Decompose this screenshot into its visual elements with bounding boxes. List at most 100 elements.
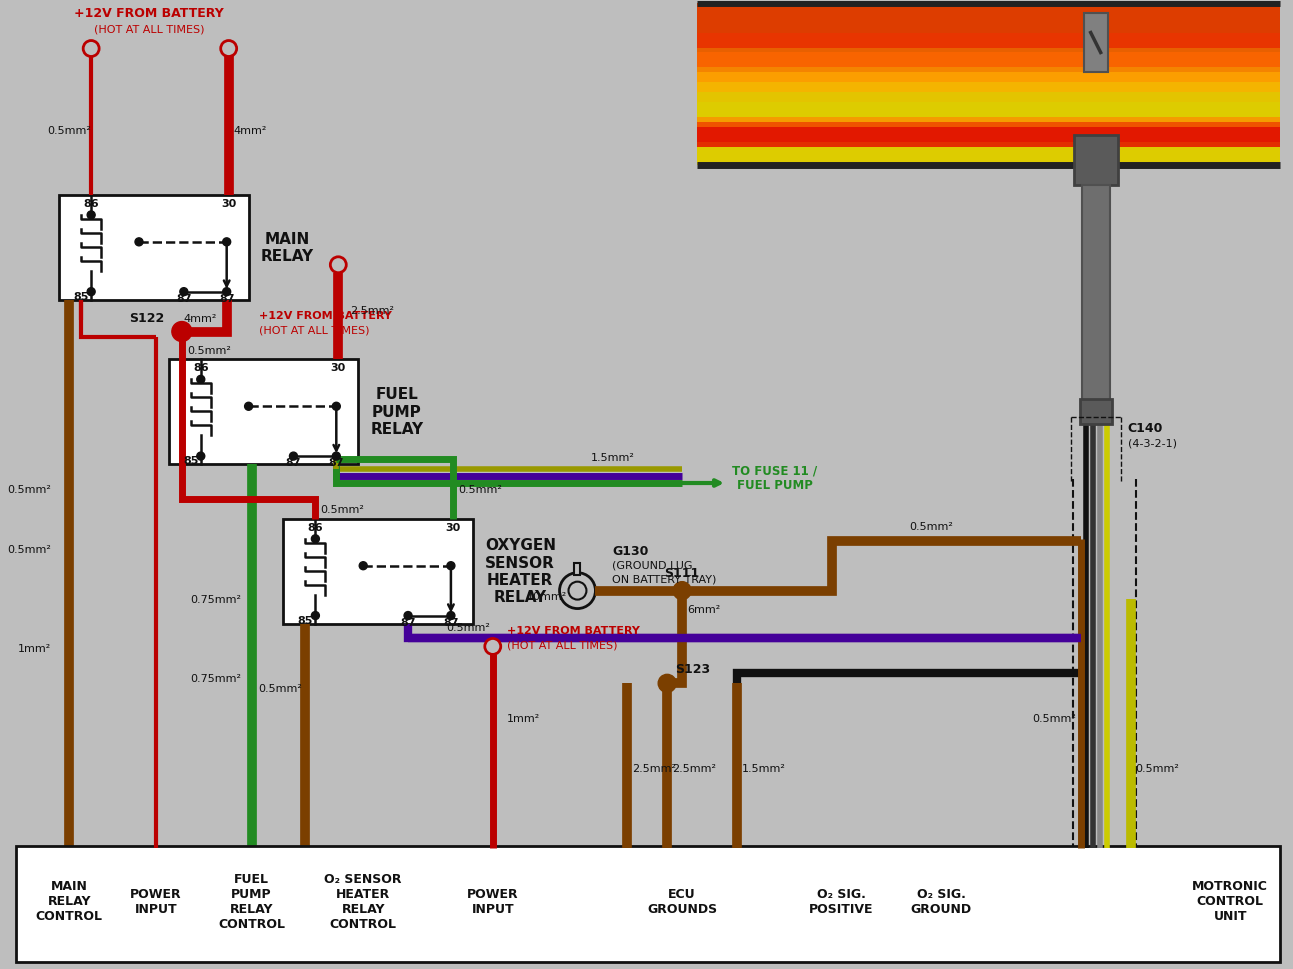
Text: 0.5mm²: 0.5mm² <box>458 484 502 494</box>
Text: (GROUND LUG: (GROUND LUG <box>613 560 693 570</box>
Text: O₂ SIG.
GROUND: O₂ SIG. GROUND <box>910 887 972 915</box>
Circle shape <box>87 289 96 297</box>
Text: ON BATTERY TRAY): ON BATTERY TRAY) <box>613 574 716 584</box>
Circle shape <box>447 612 455 620</box>
Text: 86: 86 <box>193 363 208 373</box>
Text: POWER
INPUT: POWER INPUT <box>467 887 518 915</box>
Circle shape <box>330 258 347 273</box>
Circle shape <box>560 573 595 609</box>
Text: 0.75mm²: 0.75mm² <box>190 594 242 604</box>
Circle shape <box>569 582 587 600</box>
Text: 0.5mm²: 0.5mm² <box>321 505 365 515</box>
Text: 0.5mm²: 0.5mm² <box>186 346 230 356</box>
Text: 87: 87 <box>443 617 459 627</box>
Text: 0.5mm²: 0.5mm² <box>8 484 52 494</box>
Bar <box>697 93 1280 128</box>
Text: O₂ SIG.
POSITIVE: O₂ SIG. POSITIVE <box>809 887 874 915</box>
Text: 85: 85 <box>74 292 89 301</box>
Text: +12V FROM BATTERY: +12V FROM BATTERY <box>74 7 224 20</box>
Circle shape <box>244 403 252 411</box>
Text: TO FUSE 11 /
FUEL PUMP: TO FUSE 11 / FUEL PUMP <box>732 463 817 491</box>
Circle shape <box>180 289 187 297</box>
Text: ECU
GROUNDS: ECU GROUNDS <box>646 887 718 915</box>
Bar <box>697 53 1280 83</box>
Text: 0.5mm²: 0.5mm² <box>259 683 303 694</box>
Circle shape <box>485 639 500 655</box>
Text: 87: 87 <box>328 457 344 468</box>
Bar <box>697 34 1280 69</box>
Circle shape <box>87 211 96 220</box>
Text: (4-3-2-1): (4-3-2-1) <box>1127 438 1177 448</box>
Bar <box>169 360 358 464</box>
Circle shape <box>359 562 367 570</box>
Text: O₂ SENSOR
HEATER
RELAY
CONTROL: O₂ SENSOR HEATER RELAY CONTROL <box>325 872 402 929</box>
Circle shape <box>222 289 230 297</box>
Text: (HOT AT ALL TIMES): (HOT AT ALL TIMES) <box>259 326 369 335</box>
Bar <box>697 4 1280 166</box>
Text: +12V FROM BATTERY: +12V FROM BATTERY <box>507 626 640 636</box>
Text: S111: S111 <box>665 567 700 579</box>
Bar <box>59 196 248 300</box>
Text: 85: 85 <box>297 615 313 625</box>
Circle shape <box>447 562 455 570</box>
Text: 86: 86 <box>83 199 100 208</box>
Text: MOTRONIC
CONTROL
UNIT: MOTRONIC CONTROL UNIT <box>1192 879 1268 922</box>
Text: C140: C140 <box>1127 422 1162 434</box>
Circle shape <box>222 238 230 246</box>
Bar <box>1073 136 1117 186</box>
Bar <box>697 4 1280 48</box>
Text: 85: 85 <box>184 455 199 465</box>
Circle shape <box>221 42 237 57</box>
Bar <box>17 846 1280 962</box>
Circle shape <box>290 453 297 460</box>
Text: 87: 87 <box>401 617 416 627</box>
Circle shape <box>197 453 204 460</box>
Text: OXYGEN
SENSOR
HEATER
RELAY: OXYGEN SENSOR HEATER RELAY <box>485 538 556 605</box>
Text: FUEL
PUMP
RELAY
CONTROL: FUEL PUMP RELAY CONTROL <box>219 872 284 929</box>
Text: 86: 86 <box>308 522 323 532</box>
Bar <box>1080 400 1112 424</box>
Text: 2.5mm²: 2.5mm² <box>672 764 716 773</box>
Text: 4mm²: 4mm² <box>184 313 216 324</box>
Text: 1.5mm²: 1.5mm² <box>742 764 786 773</box>
Text: 87: 87 <box>176 294 191 303</box>
Text: POWER
INPUT: POWER INPUT <box>131 887 182 915</box>
Circle shape <box>674 582 690 600</box>
Text: 0.75mm²: 0.75mm² <box>190 673 242 683</box>
Text: 87: 87 <box>286 457 301 468</box>
Bar <box>574 563 581 575</box>
Circle shape <box>405 612 412 620</box>
Circle shape <box>332 403 340 411</box>
Text: 6mm²: 6mm² <box>687 604 720 614</box>
Text: 0.5mm²: 0.5mm² <box>1032 713 1076 724</box>
Text: 1.5mm²: 1.5mm² <box>591 453 635 462</box>
Text: 0.5mm²: 0.5mm² <box>1135 764 1179 773</box>
Text: 0.5mm²: 0.5mm² <box>446 622 490 632</box>
Circle shape <box>197 376 204 384</box>
Text: 1mm²: 1mm² <box>507 713 540 724</box>
Text: 2.5mm²: 2.5mm² <box>350 305 394 315</box>
Text: 87: 87 <box>219 294 234 303</box>
Text: 10mm²: 10mm² <box>528 591 568 601</box>
Text: 30: 30 <box>445 522 460 532</box>
Text: 4mm²: 4mm² <box>234 126 268 136</box>
Text: 30: 30 <box>221 199 237 208</box>
Text: MAIN
RELAY: MAIN RELAY <box>261 232 314 264</box>
Text: 0.5mm²: 0.5mm² <box>909 521 953 531</box>
Bar <box>697 123 1280 143</box>
Text: (HOT AT ALL TIMES): (HOT AT ALL TIMES) <box>507 640 617 650</box>
Bar <box>697 128 1280 148</box>
Text: 0.5mm²: 0.5mm² <box>48 126 92 136</box>
Text: 2.5mm²: 2.5mm² <box>632 764 676 773</box>
Text: G130: G130 <box>613 545 649 558</box>
Bar <box>1084 14 1108 74</box>
Text: 0.5mm²: 0.5mm² <box>8 545 52 554</box>
Text: (HOT AT ALL TIMES): (HOT AT ALL TIMES) <box>93 24 204 35</box>
Text: MAIN
RELAY
CONTROL: MAIN RELAY CONTROL <box>36 879 102 922</box>
Bar <box>697 74 1280 104</box>
Bar <box>697 118 1280 148</box>
Text: +12V FROM BATTERY: +12V FROM BATTERY <box>259 310 392 321</box>
Circle shape <box>134 238 144 246</box>
Circle shape <box>172 323 191 342</box>
Text: S122: S122 <box>129 312 164 325</box>
